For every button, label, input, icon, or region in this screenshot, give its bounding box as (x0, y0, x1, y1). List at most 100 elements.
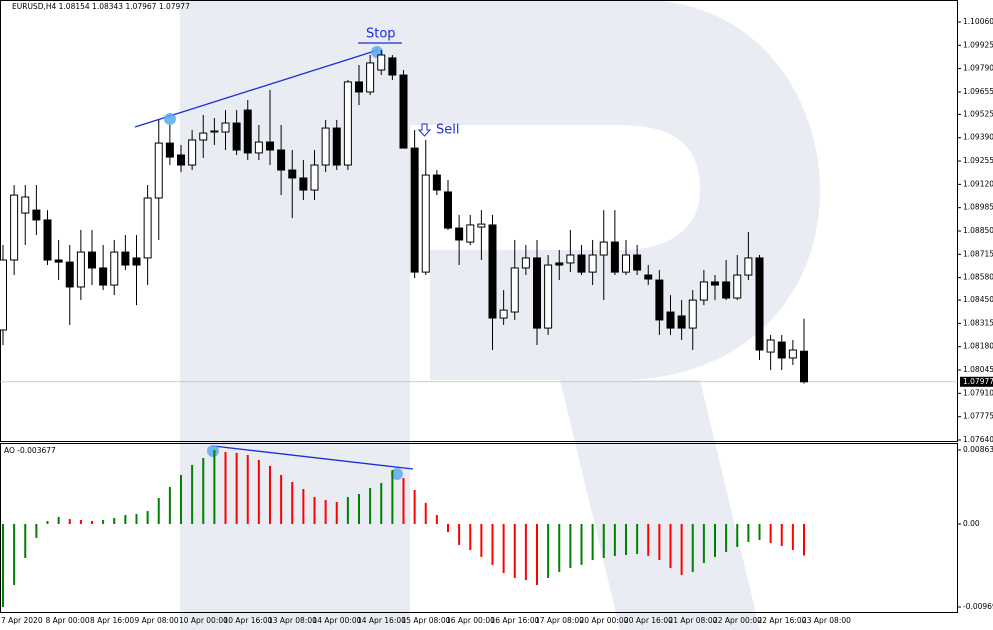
ao-bar (235, 452, 238, 524)
ao-bar (2, 523, 4, 607)
candle-body (21, 196, 30, 214)
ao-bar (513, 523, 516, 578)
ao-bar (324, 499, 327, 524)
y-tick-label: 1.09655 (963, 87, 993, 96)
x-tick-label: 20 Apr 00:00 (580, 616, 629, 625)
candle-body (655, 279, 664, 321)
ao-bar (124, 514, 127, 524)
x-tick-label: 16 Apr 00:00 (446, 616, 495, 625)
candle-body (666, 311, 675, 329)
ao-bar (480, 523, 483, 557)
candle-body (65, 261, 74, 288)
x-tick-label: 16 Apr 16:00 (491, 616, 540, 625)
ao-bar (625, 523, 627, 555)
candle-body (599, 241, 608, 256)
candle-body (254, 141, 263, 154)
candle-body (332, 127, 341, 166)
candle-body (499, 309, 508, 319)
candle-body (533, 257, 541, 329)
ao-bar (691, 523, 694, 572)
ao-bar (280, 474, 283, 524)
x-tick-label: 20 Apr 16:00 (624, 616, 673, 625)
candle-body (588, 254, 597, 273)
ao-bar (224, 452, 227, 524)
ao-bar (769, 523, 772, 544)
candle-body (88, 251, 96, 269)
ao-bar (736, 523, 739, 547)
chart-title: EURUSD,H4 1.08154 1.08343 1.07967 1.0797… (12, 2, 190, 11)
candle-body (610, 241, 619, 273)
ao-bar (291, 481, 294, 524)
trendlines (134, 42, 414, 470)
candle-body (165, 142, 174, 158)
ao-bar (580, 523, 583, 565)
price-panel (0, 0, 958, 442)
ao-bar (413, 489, 416, 524)
ao-bar (669, 523, 672, 568)
candle-body (366, 62, 375, 93)
sell-arrow (417, 123, 432, 137)
ao-bar (13, 523, 16, 585)
candle-body (466, 224, 475, 243)
y-tick-label: 1.08985 (963, 203, 993, 212)
annotation: Stop (366, 27, 396, 42)
x-tick-label: 8 Apr 16:00 (90, 616, 134, 625)
y-tick-label: 0.00 (963, 519, 980, 528)
ao-bar (680, 523, 683, 575)
candle-body (110, 251, 119, 286)
y-tick-label: 1.09925 (963, 40, 993, 49)
candle-body (243, 109, 252, 154)
ao-bar (191, 464, 194, 524)
ao-bar (658, 523, 661, 560)
candle-body (154, 142, 163, 199)
ao-bar (780, 523, 783, 546)
x-tick-label: 22 Apr 00:00 (713, 616, 762, 625)
candle-body (444, 191, 452, 229)
candle-body (10, 194, 19, 261)
x-tick-label: 21 Apr 08:00 (669, 616, 718, 625)
y-tick-label: 1.08450 (963, 295, 993, 304)
annotation: Sell (436, 123, 459, 138)
ao-bar (491, 523, 494, 565)
ao-bar (569, 523, 572, 568)
ao-bar (524, 523, 527, 581)
ao-bar (725, 523, 728, 552)
ao-bar (469, 523, 472, 550)
candle-body (132, 257, 141, 266)
ao-bar (714, 523, 716, 557)
indicator-title: AO -0.003677 (4, 446, 56, 455)
candle-body (644, 274, 653, 280)
candle-body (377, 54, 386, 71)
y-tick-label: 1.08315 (963, 318, 993, 327)
ao-bar (335, 501, 338, 524)
candle-body (800, 350, 808, 383)
ao-bar (424, 502, 427, 524)
candle-body (777, 341, 786, 359)
ao-bar (458, 523, 461, 545)
candle-body (577, 254, 586, 273)
candle-body (0, 259, 7, 331)
candle-body (455, 227, 464, 241)
candle-body (677, 315, 686, 329)
candle-body (633, 254, 642, 271)
ao-panel (0, 443, 958, 613)
ao-bar (180, 474, 182, 524)
x-tick-label: 8 Apr 00:00 (46, 616, 90, 625)
candle-body (54, 259, 63, 263)
y-tick-label: 0.008635 (963, 445, 993, 454)
candle-body (188, 139, 197, 166)
candle-body (310, 164, 319, 191)
ao-bar (146, 510, 149, 524)
candle-body (432, 174, 441, 191)
candle-body (488, 224, 497, 319)
ao-bar (68, 519, 71, 524)
y-tick-label: 1.08580 (963, 273, 993, 282)
ao-bar (747, 523, 750, 542)
candle-body (521, 257, 530, 269)
ao-bar (346, 496, 349, 524)
ao-bar (547, 523, 550, 578)
ao-bar (558, 523, 561, 572)
candle-body (510, 267, 519, 313)
ao-bar (791, 523, 794, 550)
last-price-label: 1.07977 (963, 377, 993, 386)
